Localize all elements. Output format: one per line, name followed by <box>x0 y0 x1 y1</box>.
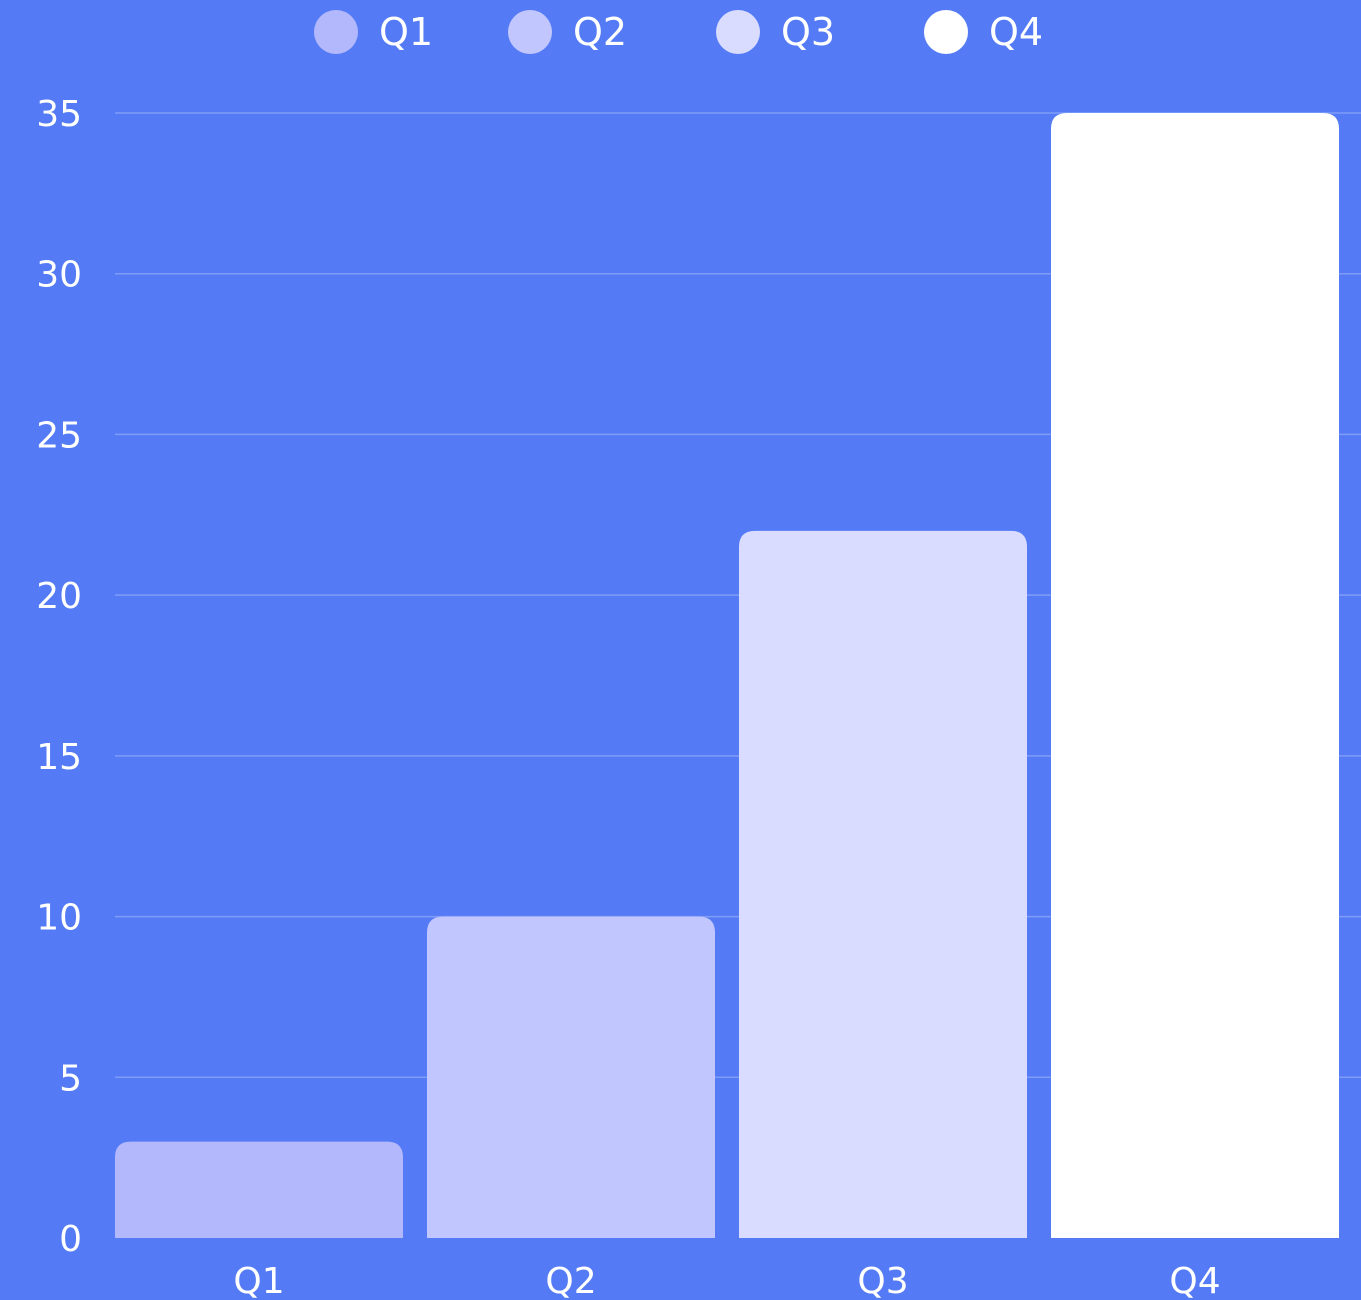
legend-item-q4[interactable]: Q4 <box>924 10 1043 54</box>
legend-label: Q3 <box>781 10 835 54</box>
y-tick-label: 25 <box>36 415 82 456</box>
y-tick-label: 0 <box>59 1219 82 1260</box>
legend[interactable]: Q1 Q2 Q3 Q4 <box>314 10 1043 54</box>
y-tick-label: 30 <box>36 255 82 296</box>
x-category-label: Q2 <box>545 1261 596 1300</box>
bar-q2[interactable] <box>427 916 715 1238</box>
y-tick-label: 20 <box>36 576 82 617</box>
y-tick-label: 10 <box>36 898 82 939</box>
legend-swatch <box>314 10 358 54</box>
bar-q3[interactable] <box>739 530 1027 1238</box>
legend-label: Q2 <box>573 10 627 54</box>
legend-swatch <box>716 10 760 54</box>
y-axis-ticks: 0 5 10 15 20 25 30 35 <box>36 94 82 1260</box>
x-category-label: Q1 <box>233 1261 284 1300</box>
legend-item-q2[interactable]: Q2 <box>508 10 627 54</box>
y-tick-label: 15 <box>36 737 82 778</box>
bars <box>115 113 1339 1238</box>
bar-q1[interactable] <box>115 1141 403 1238</box>
x-category-label: Q4 <box>1169 1261 1220 1300</box>
legend-item-q1[interactable]: Q1 <box>314 10 433 54</box>
legend-swatch <box>508 10 552 54</box>
legend-item-q3[interactable]: Q3 <box>716 10 835 54</box>
y-tick-label: 5 <box>59 1058 82 1099</box>
x-category-label: Q3 <box>857 1261 908 1300</box>
x-axis-categories: Q1 Q2 Q3 Q4 <box>233 1261 1220 1300</box>
grid-layer <box>115 112 1361 1079</box>
legend-swatch <box>924 10 968 54</box>
legend-label: Q4 <box>989 10 1043 54</box>
bar-q4[interactable] <box>1051 113 1339 1238</box>
y-tick-label: 35 <box>36 94 82 135</box>
legend-label: Q1 <box>379 10 433 54</box>
